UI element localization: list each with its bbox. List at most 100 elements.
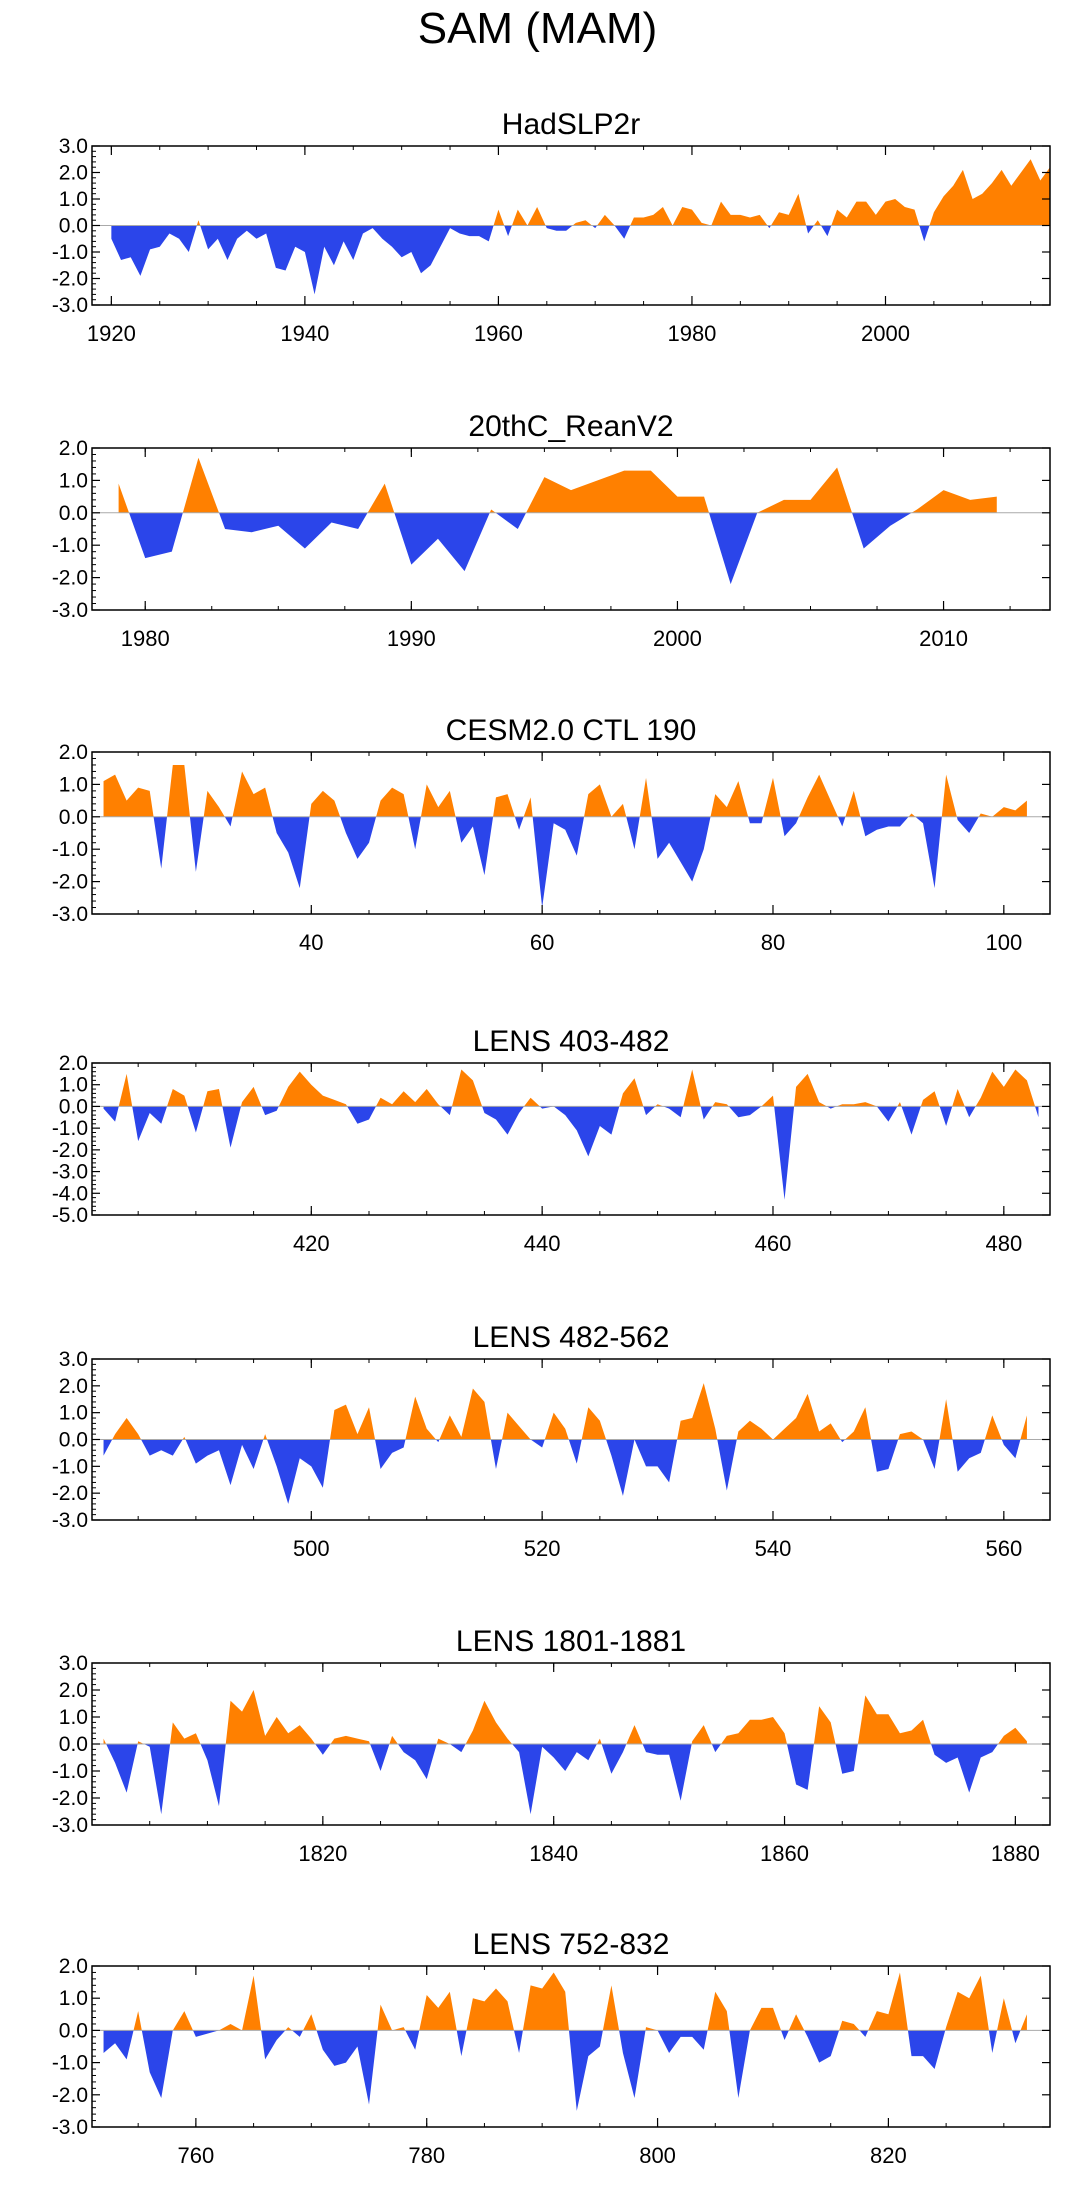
x-tick-label: 500 <box>293 1536 330 1561</box>
x-tick-label: 1880 <box>991 1841 1040 1866</box>
panel-title: LENS 1801-1881 <box>456 1625 686 1658</box>
y-tick-label: -3.0 <box>52 2116 88 2139</box>
x-tick-label: 60 <box>530 930 554 955</box>
y-tick-label: -1.0 <box>52 1455 88 1478</box>
main-title: SAM (MAM) <box>417 4 658 53</box>
x-tick-label: 1980 <box>667 321 716 346</box>
y-tick-label: -3.0 <box>52 903 88 926</box>
panel-2: 20thC_ReanV2 2.0 1.0 0.0 -1.0 -2.0 -3.0 1980 199… <box>52 410 1051 651</box>
panel-title: LENS 482-562 <box>473 1321 670 1354</box>
x-tick-label: 460 <box>755 1231 792 1256</box>
x-tick-label: 1940 <box>280 321 329 346</box>
panel-title: HadSLP2r <box>502 108 640 141</box>
positive-anomaly-area <box>103 1069 1039 1107</box>
y-tick-label: -1.0 <box>52 534 88 557</box>
y-tick-label: 3.0 <box>59 1652 88 1675</box>
y-tick-label: -1.0 <box>52 241 88 264</box>
x-tick-label: 560 <box>985 1536 1022 1561</box>
negative-anomaly-area <box>103 2030 1027 2111</box>
y-tick-label: -2.0 <box>52 1787 88 1810</box>
panel-title: CESM2.0 CTL 190 <box>446 714 697 747</box>
y-tick-label: -2.0 <box>52 1139 88 1162</box>
x-tick-label: 800 <box>639 2143 676 2168</box>
panel-title: LENS 752-832 <box>473 1928 670 1961</box>
y-tick-label: 1.0 <box>59 773 88 796</box>
y-tick-label: -1.0 <box>52 838 88 861</box>
panel-6: LENS 1801-1881 3.0 2.0 1.0 0.0 -1.0 -2.0 -3.0 18… <box>52 1625 1051 1866</box>
x-tick-label: 1960 <box>474 321 523 346</box>
negative-anomaly-area <box>111 225 1051 295</box>
x-tick-label: 1920 <box>87 321 136 346</box>
panel-3: CESM2.0 CTL 190 2.0 1.0 0.0 -1.0 -2.0 -3.0 40 60… <box>52 714 1051 955</box>
x-tick-label: 820 <box>870 2143 907 2168</box>
y-tick-label: -2.0 <box>52 2084 88 2107</box>
panel-1: HadSLP2r 3.0 2.0 1.0 0.0 -1.0 -2.0 -3.0 1920 1940… <box>52 108 1051 346</box>
x-tick-label: 100 <box>985 930 1022 955</box>
y-tick-label: 3.0 <box>59 135 88 158</box>
x-tick-label: 1840 <box>529 1841 578 1866</box>
y-tick-label: -1.0 <box>52 2052 88 2075</box>
x-tick-label: 480 <box>985 1231 1022 1256</box>
panel-title: 20thC_ReanV2 <box>468 410 673 443</box>
y-tick-label: -3.0 <box>52 1509 88 1532</box>
y-tick-label: 1.0 <box>59 188 88 211</box>
negative-anomaly-area <box>103 816 1027 908</box>
y-tick-label: 1.0 <box>59 1987 88 2010</box>
x-tick-label: 420 <box>293 1231 330 1256</box>
plot-frame <box>91 751 1051 915</box>
y-tick-label: -1.0 <box>52 1117 88 1140</box>
plot-frame <box>91 1965 1051 2128</box>
x-tick-label: 1980 <box>121 626 170 651</box>
x-tick-label: 2010 <box>919 626 968 651</box>
y-tick-label: 0.0 <box>59 1429 88 1452</box>
y-tick-label: 0.0 <box>59 1733 88 1756</box>
y-tick-label: 1.0 <box>59 1706 88 1729</box>
y-tick-label: 2.0 <box>59 1052 88 1075</box>
panel-7: LENS 752-832 2.0 1.0 0.0 -1.0 -2.0 -3.0 760 780 8… <box>52 1928 1051 2168</box>
y-tick-label: -1.0 <box>52 1760 88 1783</box>
negative-anomaly-area <box>103 1106 1039 1200</box>
y-tick-label: 0.0 <box>59 2019 88 2042</box>
y-tick-label: -2.0 <box>52 1482 88 1505</box>
positive-anomaly-area <box>103 1383 1027 1440</box>
negative-anomaly-area <box>118 512 997 585</box>
y-tick-label: -3.0 <box>52 1814 88 1837</box>
y-tick-label: 2.0 <box>59 1375 88 1398</box>
y-tick-label: 2.0 <box>59 741 88 764</box>
x-tick-label: 520 <box>524 1536 561 1561</box>
y-tick-label: -2.0 <box>52 567 88 590</box>
plot-frame <box>91 447 1051 611</box>
x-tick-label: 1990 <box>387 626 436 651</box>
x-tick-label: 1820 <box>298 1841 347 1866</box>
plot-frame <box>91 1062 1051 1216</box>
positive-anomaly-area <box>118 457 997 513</box>
panel-title: LENS 403-482 <box>473 1025 670 1058</box>
y-tick-label: 2.0 <box>59 162 88 185</box>
y-tick-label: 2.0 <box>59 1955 88 1978</box>
y-tick-label: 0.0 <box>59 215 88 238</box>
x-tick-label: 1860 <box>760 1841 809 1866</box>
y-tick-label: 1.0 <box>59 1074 88 1097</box>
positive-anomaly-area <box>103 1690 1027 1744</box>
panel-5: LENS 482-562 3.0 2.0 1.0 0.0 -1.0 -2.0 -3.0 500 5… <box>52 1321 1051 1561</box>
y-tick-label: -2.0 <box>52 268 88 291</box>
positive-anomaly-area <box>103 1972 1027 2031</box>
y-tick-label: -4.0 <box>52 1182 88 1205</box>
y-tick-label: 0.0 <box>59 806 88 829</box>
x-tick-label: 80 <box>761 930 785 955</box>
y-tick-label: 1.0 <box>59 1402 88 1425</box>
y-tick-label: -2.0 <box>52 871 88 894</box>
y-tick-label: -3.0 <box>52 599 88 622</box>
y-tick-label: -3.0 <box>52 1161 88 1184</box>
y-tick-label: 1.0 <box>59 469 88 492</box>
y-tick-label: 0.0 <box>59 502 88 525</box>
negative-anomaly-area <box>103 1439 1027 1504</box>
y-tick-label: 2.0 <box>59 1679 88 1702</box>
negative-anomaly-area <box>103 1744 1027 1815</box>
y-tick-label: 3.0 <box>59 1348 88 1371</box>
x-tick-label: 780 <box>408 2143 445 2168</box>
positive-anomaly-area <box>103 764 1027 817</box>
y-tick-label: 0.0 <box>59 1095 88 1118</box>
x-tick-label: 540 <box>755 1536 792 1561</box>
